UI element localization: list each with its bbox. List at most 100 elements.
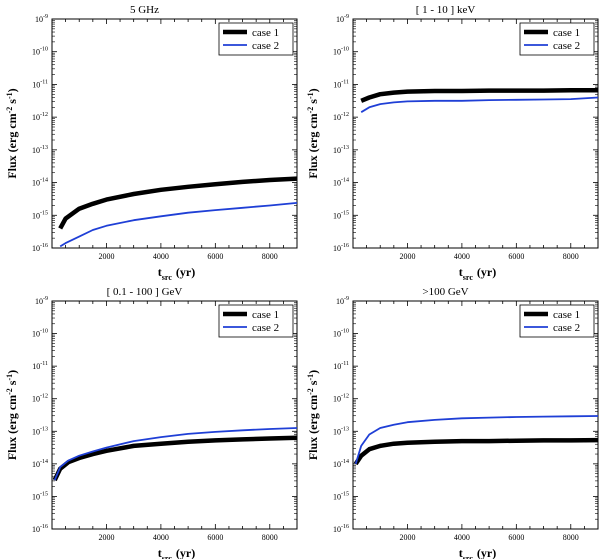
y-axis-label-part: s (306, 380, 320, 388)
y-axis-label-part: ) (5, 88, 19, 92)
x-tick-label: 2000 (98, 252, 114, 261)
y-tick-exponent: -11 (341, 79, 349, 85)
y-axis-label: Flux (erg cm-2 s-1) (5, 370, 19, 460)
y-tick-label: 10-12 (333, 394, 349, 404)
y-tick-exponent: -13 (341, 426, 349, 432)
y-tick-exponent: -12 (40, 394, 48, 400)
x-tick-label: 2000 (399, 533, 415, 542)
y-tick-base: 10 (333, 179, 341, 188)
y-tick-label: 10-15 (333, 210, 349, 220)
y-tick-label: 10-10 (333, 47, 349, 57)
x-tick-label: 8000 (262, 533, 278, 542)
legend-label: case 2 (252, 322, 279, 334)
y-axis-label-part: ) (306, 88, 320, 92)
y-tick-exponent: -9 (43, 296, 48, 302)
y-tick-exponent: -16 (40, 243, 48, 249)
y-tick-exponent: -9 (344, 296, 349, 302)
y-tick-label: 10-12 (333, 112, 349, 122)
y-tick-label: 10-13 (333, 145, 349, 155)
legend-box (519, 304, 595, 338)
y-tick-base: 10 (32, 362, 40, 371)
series-line-1 (360, 88, 598, 103)
y-tick-base: 10 (336, 15, 344, 24)
y-tick-base: 10 (35, 15, 43, 24)
y-tick-base: 10 (333, 492, 341, 501)
y-tick-base: 10 (336, 297, 344, 306)
y-tick-label: 10-16 (32, 243, 48, 253)
y-tick-base: 10 (35, 297, 43, 306)
y-axis-label-part: -1 (5, 374, 14, 381)
y-tick-base: 10 (333, 460, 341, 469)
y-tick-base: 10 (333, 146, 341, 155)
y-tick-exponent: -12 (341, 394, 349, 400)
y-tick-base: 10 (32, 211, 40, 220)
chart-title: [ 1 - 10 ] keV (416, 4, 476, 16)
y-axis-label-part: -2 (5, 107, 14, 114)
y-tick-exponent: -9 (344, 14, 349, 20)
y-tick-label: 10-14 (333, 178, 349, 188)
y-tick-label: 10-10 (333, 329, 349, 339)
y-tick-base: 10 (32, 113, 40, 122)
y-tick-exponent: -15 (341, 210, 349, 216)
y-tick-exponent: -10 (40, 329, 48, 335)
y-tick-base: 10 (333, 211, 341, 220)
x-axis-label-sub: src (463, 554, 474, 559)
y-tick-exponent: -11 (341, 361, 349, 367)
x-tick-label: 8000 (563, 252, 579, 261)
y-tick-exponent: -15 (341, 491, 349, 497)
y-tick-base: 10 (333, 244, 341, 253)
y-tick-exponent: -13 (341, 145, 349, 151)
y-tick-base: 10 (333, 80, 341, 89)
y-tick-exponent: -13 (40, 145, 48, 151)
y-axis-label-part: Flux (erg cm (306, 113, 320, 178)
y-tick-base: 10 (32, 492, 40, 501)
legend-label: case 2 (553, 40, 580, 52)
y-tick-label: 10-14 (333, 459, 349, 469)
y-axis-label-part: Flux (erg cm (5, 395, 19, 460)
y-tick-exponent: -10 (341, 47, 349, 53)
y-tick-label: 10-9 (35, 14, 48, 24)
y-tick-exponent: -16 (341, 243, 349, 249)
y-tick-base: 10 (333, 330, 341, 339)
x-tick-label: 4000 (454, 252, 470, 261)
x-axis-label: tsrc (yr) (459, 265, 496, 282)
y-tick-label: 10-15 (32, 491, 48, 501)
y-tick-base: 10 (32, 525, 40, 534)
y-tick-label: 10-14 (32, 178, 48, 188)
x-tick-label: 4000 (454, 533, 470, 542)
y-axis-label-part: -2 (306, 107, 315, 114)
x-axis-label-sub: src (162, 273, 173, 282)
x-axis-label-main: t (158, 265, 162, 279)
series-line-2 (354, 415, 599, 465)
x-tick-label: 6000 (508, 252, 524, 261)
x-axis-label: tsrc (yr) (459, 546, 496, 559)
series-line-2 (53, 427, 298, 481)
x-axis-label-unit: (yr) (477, 546, 496, 559)
y-tick-label: 10-15 (333, 491, 349, 501)
y-axis-label-part: -1 (306, 374, 315, 381)
y-tick-exponent: -10 (40, 47, 48, 53)
y-tick-exponent: -15 (40, 491, 48, 497)
y-tick-exponent: -12 (40, 112, 48, 118)
y-tick-label: 10-12 (32, 394, 48, 404)
x-axis-label: tsrc (yr) (158, 265, 195, 282)
chart-title: 5 GHz (130, 4, 159, 16)
y-tick-label: 10-10 (32, 47, 48, 57)
y-tick-base: 10 (32, 460, 40, 469)
y-tick-base: 10 (333, 525, 341, 534)
x-axis-label-unit: (yr) (176, 265, 195, 279)
x-tick-label: 4000 (153, 533, 169, 542)
x-axis-label-unit: (yr) (477, 265, 496, 279)
y-tick-label: 10-11 (32, 79, 48, 89)
y-tick-label: 10-9 (336, 296, 349, 306)
x-axis-label-main: t (459, 265, 463, 279)
y-tick-base: 10 (333, 427, 341, 436)
